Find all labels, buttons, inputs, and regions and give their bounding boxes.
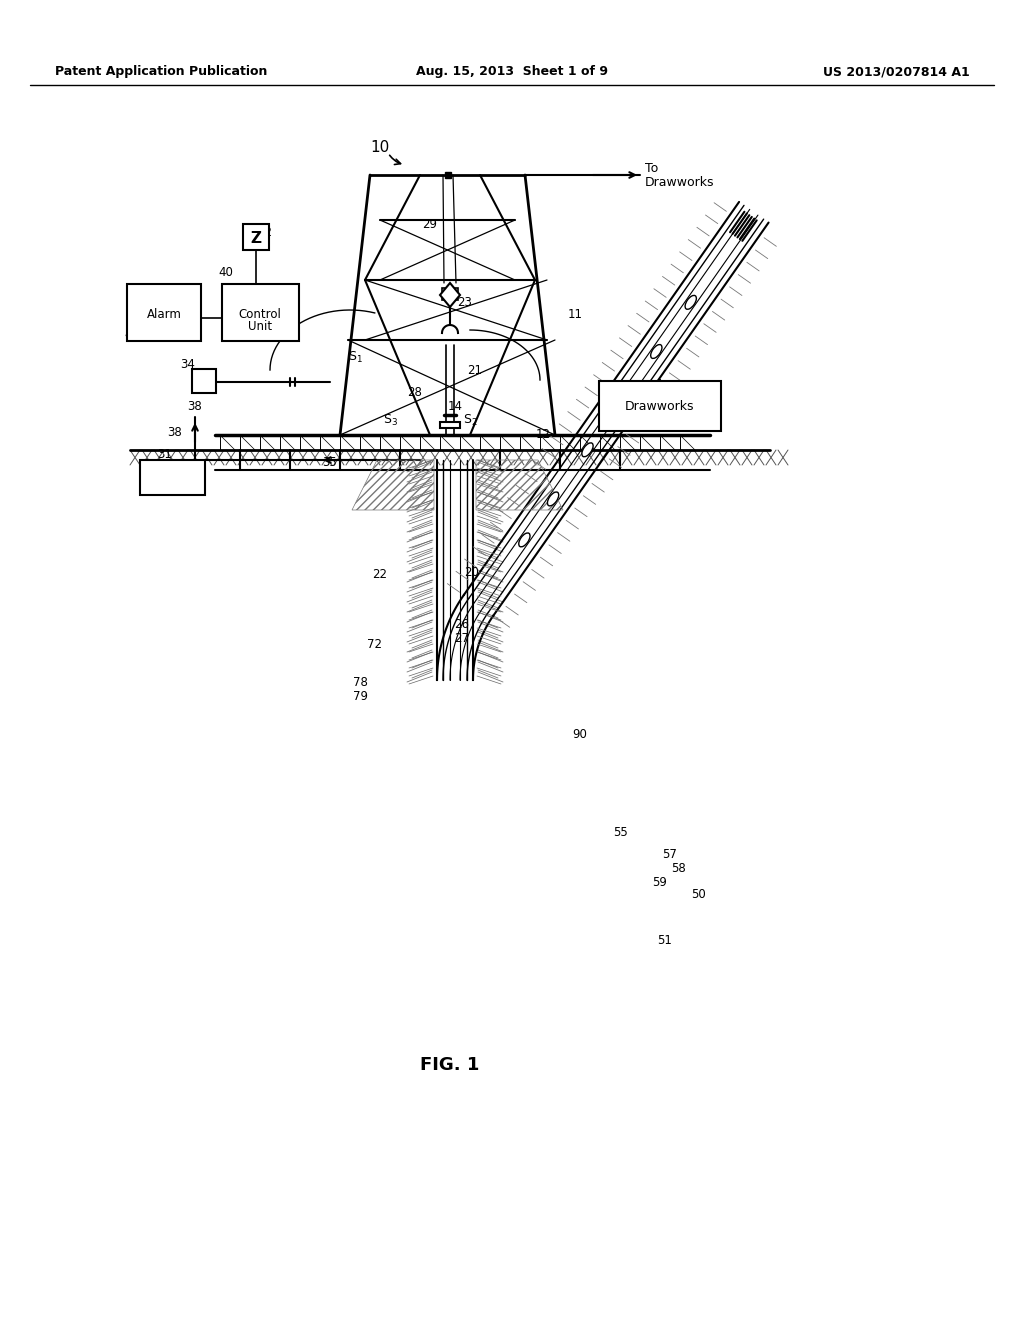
Bar	[140, 459, 205, 495]
Ellipse shape	[685, 296, 696, 309]
Text: 38: 38	[187, 400, 203, 413]
Text: 78: 78	[352, 676, 368, 689]
Text: 40: 40	[218, 265, 233, 279]
Bar	[243, 224, 269, 249]
Text: 28: 28	[408, 387, 423, 400]
Text: 57: 57	[663, 849, 678, 862]
Text: 20: 20	[465, 565, 479, 578]
Text: 38: 38	[168, 425, 182, 438]
Text: 23: 23	[458, 297, 472, 309]
Text: 35: 35	[323, 455, 337, 469]
Text: Drawworks: Drawworks	[645, 177, 715, 190]
Text: FIG. 1: FIG. 1	[420, 1056, 479, 1074]
Bar	[442, 288, 458, 300]
Text: 44: 44	[125, 329, 139, 342]
Text: 72: 72	[368, 639, 383, 652]
Text: 10: 10	[371, 140, 390, 156]
Text: Aug. 15, 2013  Sheet 1 of 9: Aug. 15, 2013 Sheet 1 of 9	[416, 66, 608, 78]
Ellipse shape	[650, 345, 662, 359]
Text: 22: 22	[373, 569, 387, 582]
Text: 59: 59	[652, 875, 668, 888]
Text: 29: 29	[423, 219, 437, 231]
Ellipse shape	[582, 442, 593, 457]
Text: To: To	[645, 161, 658, 174]
Text: 30: 30	[633, 387, 647, 400]
Text: 90: 90	[572, 729, 588, 742]
Text: S$_2$: S$_2$	[463, 412, 477, 428]
Polygon shape	[440, 282, 460, 308]
Text: 50: 50	[690, 888, 706, 902]
Ellipse shape	[548, 492, 559, 506]
Text: 26: 26	[455, 619, 469, 631]
Text: 55: 55	[612, 825, 628, 838]
Text: 34: 34	[180, 359, 196, 371]
Text: Patent Application Publication: Patent Application Publication	[55, 66, 267, 78]
Text: 32: 32	[158, 483, 172, 496]
Text: 42: 42	[257, 227, 272, 239]
Bar	[193, 370, 216, 393]
Text: 51: 51	[657, 933, 673, 946]
Text: Control: Control	[239, 309, 282, 322]
Bar	[440, 422, 460, 428]
FancyBboxPatch shape	[599, 381, 721, 432]
Text: 58: 58	[671, 862, 685, 874]
Text: S$_1$: S$_1$	[347, 350, 362, 364]
Text: 11: 11	[567, 309, 583, 322]
Text: 31: 31	[158, 449, 172, 462]
Text: 27: 27	[455, 631, 469, 644]
Text: $\mathbf{Z}$: $\mathbf{Z}$	[250, 230, 262, 246]
Ellipse shape	[616, 393, 628, 408]
Text: US 2013/0207814 A1: US 2013/0207814 A1	[823, 66, 970, 78]
Ellipse shape	[519, 533, 530, 546]
Text: Drawworks: Drawworks	[626, 400, 694, 413]
Text: S$_3$: S$_3$	[383, 412, 397, 428]
Text: 12: 12	[536, 429, 551, 441]
Text: Alarm: Alarm	[146, 309, 181, 322]
FancyBboxPatch shape	[222, 284, 299, 341]
Text: 14: 14	[447, 400, 463, 413]
FancyBboxPatch shape	[127, 284, 201, 341]
Text: 21: 21	[468, 363, 482, 376]
Text: 79: 79	[352, 690, 368, 704]
Text: Unit: Unit	[248, 321, 272, 334]
